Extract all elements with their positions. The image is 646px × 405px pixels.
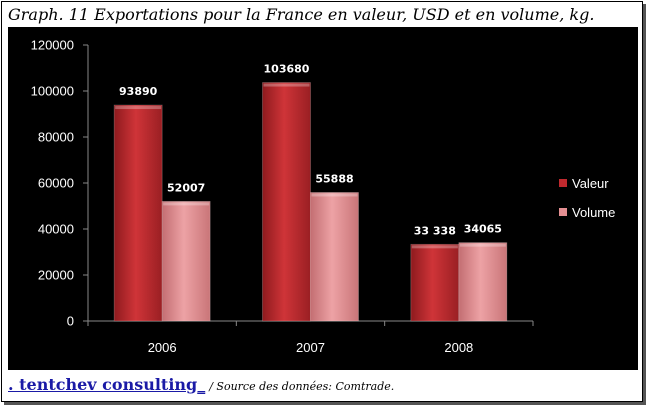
- legend-swatch-valeur: [559, 179, 567, 187]
- data-label-valeur-2007: 103680: [264, 63, 310, 76]
- legend-label-valeur: Valeur: [572, 176, 609, 191]
- data-label-volume-2006: 52007: [167, 181, 205, 194]
- bar-chart: 0 20000 40000 60000 80000 100000 120000 2006 200…: [31, 38, 616, 356]
- chart-title: Graph. 11 Exportations pour la France en…: [8, 5, 595, 24]
- data-labels: 93890 103680 33 338 52007 55888 34065: [119, 63, 502, 238]
- brand-link[interactable]: . tentchev consulting_: [8, 375, 206, 394]
- data-label-valeur-2006: 93890: [119, 85, 158, 98]
- source-note: / Source des données: Comtrade.: [209, 380, 395, 393]
- bars: [113, 82, 508, 322]
- bar-volume-2008: [458, 242, 508, 322]
- legend-label-volume: Volume: [572, 205, 615, 220]
- y-tick-label: 120000: [31, 38, 74, 53]
- bar-highlight: [163, 202, 210, 206]
- bar-valeur-2008: [410, 243, 460, 322]
- footer: . tentchev consulting_ / Source des donné…: [8, 375, 394, 394]
- bar-valeur-2007: [262, 82, 311, 322]
- bar-highlight: [411, 245, 458, 249]
- data-label-volume-2007: 55888: [315, 172, 353, 185]
- chart-area: 0 20000 40000 60000 80000 100000 120000 2006 200…: [8, 27, 638, 370]
- y-tick-label: 20000: [38, 268, 74, 283]
- bar-volume-2007: [310, 192, 359, 322]
- bar-highlight: [311, 193, 358, 197]
- x-tick-label: 2008: [444, 340, 473, 355]
- bar-highlight: [459, 243, 506, 247]
- legend: Valeur Volume: [559, 176, 615, 220]
- bar-valeur-2006: [113, 104, 163, 322]
- data-label-volume-2008: 34065: [464, 223, 502, 236]
- y-tick-label: 40000: [38, 222, 74, 237]
- x-tick-label: 2006: [148, 340, 177, 355]
- legend-swatch-volume: [559, 208, 567, 216]
- bar-volume-2006: [161, 200, 211, 322]
- y-tick-label: 80000: [38, 130, 74, 145]
- y-tick-label: 60000: [38, 176, 74, 191]
- y-tick-label: 100000: [31, 84, 74, 99]
- x-tick-label: 2007: [296, 340, 325, 355]
- bar-highlight: [263, 83, 310, 87]
- data-label-valeur-2008: 33 338: [414, 224, 456, 237]
- axes: 0 20000 40000 60000 80000 100000 120000 2006 200…: [31, 38, 534, 355]
- bar-highlight: [115, 106, 162, 110]
- y-tick-label: 0: [67, 314, 74, 329]
